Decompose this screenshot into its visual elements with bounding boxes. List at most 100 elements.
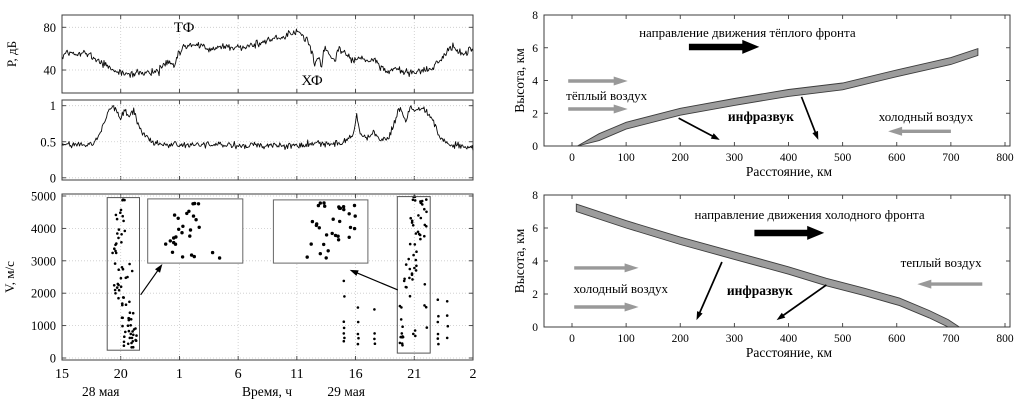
- velocity-point: [342, 326, 346, 330]
- arrow-head: [710, 133, 720, 140]
- velocity-point: [342, 339, 346, 343]
- velocity-point: [413, 243, 417, 246]
- distance-xtick: 500: [834, 152, 852, 164]
- velocity-ytick: 0: [50, 352, 56, 366]
- velocity-point: [113, 247, 116, 250]
- date-label: 29 мая: [327, 384, 365, 399]
- air-flow-arrow: [574, 263, 639, 273]
- velocity-point: [342, 332, 346, 335]
- inset-point: [314, 223, 319, 228]
- velocity-point: [425, 198, 428, 201]
- velocity-point: [404, 263, 408, 266]
- inset-point: [173, 242, 178, 246]
- inset-point: [333, 233, 338, 238]
- velocity-point: [445, 300, 449, 303]
- inset-point: [330, 231, 334, 236]
- arrow-head: [812, 130, 819, 140]
- velocity-point: [122, 219, 125, 223]
- height-ytick: 8: [532, 10, 538, 22]
- diagram-label: теплый воздух: [901, 255, 982, 270]
- velocity-ytick: 5000: [31, 190, 56, 204]
- velocity-point: [419, 237, 422, 241]
- velocity-point: [115, 217, 119, 221]
- distance-xtick: 800: [996, 333, 1014, 345]
- velocity-point: [119, 276, 123, 280]
- inset-point: [331, 217, 335, 221]
- time-xtick: 20: [114, 367, 128, 382]
- inset-point: [348, 225, 353, 230]
- height-ytick: 4: [532, 256, 538, 268]
- height-ylabel: Высота, км: [512, 228, 527, 293]
- velocity-point: [419, 216, 423, 220]
- inset-point: [192, 254, 196, 259]
- velocity-point: [419, 201, 423, 205]
- velocity-point: [436, 298, 440, 302]
- velocity-point: [114, 292, 117, 295]
- velocity-point: [408, 267, 412, 271]
- velocity-point: [409, 216, 413, 220]
- velocity-point: [111, 251, 114, 255]
- velocity-point: [356, 342, 360, 346]
- inset-point: [341, 205, 346, 209]
- distance-xtick: 500: [834, 333, 852, 345]
- velocity-point: [135, 334, 138, 337]
- velocity-point: [119, 208, 123, 212]
- velocity-point: [411, 198, 415, 202]
- arrow-head: [349, 269, 359, 276]
- velocity-point: [130, 346, 133, 349]
- velocity-point: [127, 318, 131, 322]
- velocity-point: [131, 330, 134, 333]
- inset-point: [323, 204, 327, 208]
- velocity-point: [411, 224, 415, 227]
- inset-point: [342, 207, 346, 212]
- velocity-ytick: 2000: [31, 287, 56, 301]
- inset-point: [188, 228, 193, 232]
- velocity-ylabel: V, м/с: [2, 261, 17, 293]
- inset-point: [316, 203, 321, 208]
- velocity-point: [414, 269, 418, 272]
- velocity-point: [127, 329, 131, 333]
- velocity-point: [122, 296, 125, 299]
- zoom-inset-box: [147, 198, 244, 264]
- velocity-point: [128, 336, 132, 340]
- velocity-point: [356, 306, 360, 309]
- inset-point: [185, 211, 189, 216]
- inset-point: [324, 256, 328, 260]
- velocity-point: [400, 332, 404, 335]
- distance-xtick: 600: [888, 152, 906, 164]
- distance-xtick: 200: [672, 152, 690, 164]
- arrow-head: [155, 264, 163, 273]
- velocity-point: [134, 338, 137, 342]
- velocity-point: [425, 210, 428, 214]
- velocity-point: [117, 288, 121, 292]
- velocity-point: [128, 262, 131, 266]
- inset-point: [347, 212, 351, 216]
- inset-point: [347, 235, 351, 239]
- velocity-point: [399, 318, 403, 321]
- velocity-point: [373, 342, 377, 346]
- velocity-point: [120, 233, 123, 236]
- velocity-point: [417, 232, 421, 236]
- velocity-point: [412, 253, 415, 257]
- diagram-label: холодный воздух: [879, 109, 974, 124]
- velocity-point: [130, 269, 134, 273]
- velocity-point: [402, 279, 406, 283]
- velocity-point: [121, 214, 124, 218]
- arrow-shaft: [354, 271, 399, 291]
- pressure-ytick: 80: [44, 21, 57, 35]
- velocity-point: [357, 336, 360, 340]
- air-flow-arrow: [917, 279, 983, 289]
- velocity-point: [398, 304, 402, 308]
- velocity-point: [413, 199, 417, 202]
- time-xtick: 16: [349, 367, 363, 382]
- height-ytick: 0: [532, 322, 538, 334]
- inset-point: [326, 249, 330, 253]
- distance-xlabel: Расстояние, км: [746, 345, 833, 360]
- inset-point: [181, 224, 185, 228]
- velocity-point: [128, 311, 132, 315]
- velocity-point: [124, 303, 128, 307]
- velocity-point: [425, 225, 428, 228]
- date-label: 28 мая: [82, 384, 120, 399]
- velocity-point: [373, 337, 376, 341]
